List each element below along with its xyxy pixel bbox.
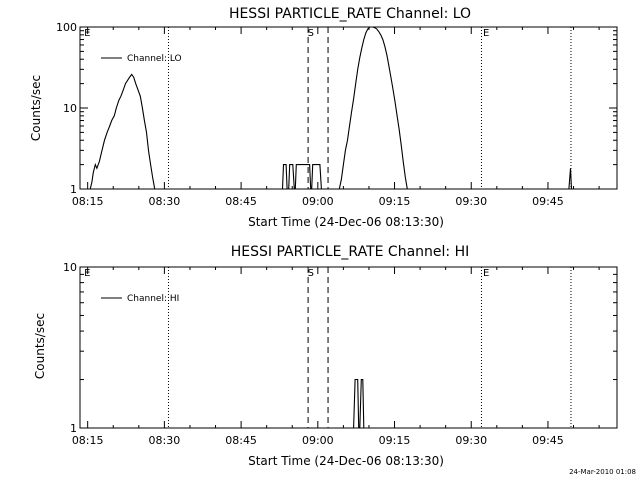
x-tick-label-hi: 08:15 (72, 434, 104, 447)
chart-title-lo: HESSI PARTICLE_RATE Channel: LO (229, 6, 471, 22)
legend-hi: Channel: HI (101, 294, 179, 304)
flag-e-hi: E (84, 268, 90, 279)
x-tick-label-lo: 09:45 (532, 195, 564, 208)
footer-timestamp: 24-Mar-2010 01:08 (569, 468, 636, 476)
flag-s-lo: S (308, 28, 314, 39)
series-line-lo-0 (89, 73, 156, 190)
x-tick-label-hi: 09:15 (379, 434, 411, 447)
y-tick-label-lo: 1 (70, 183, 77, 196)
y-tick-label-lo: 100 (56, 21, 77, 34)
x-tick-label-hi: 09:45 (532, 434, 564, 447)
y-axis-title-hi: Counts/sec (33, 313, 47, 379)
x-axis-title-lo: Start Time (24-Dec-06 08:13:30) (248, 215, 444, 229)
chart-title-hi: HESSI PARTICLE_RATE Channel: HI (231, 244, 469, 260)
x-tick-label-lo: 09:15 (379, 195, 411, 208)
x-tick-label-lo: 08:15 (72, 195, 104, 208)
x-tick-label-hi: 09:00 (302, 434, 334, 447)
y-axis-title-lo: Counts/sec (29, 75, 43, 141)
flag-e-lo: E (84, 28, 90, 39)
plot-frame-hi (79, 266, 618, 429)
x-tick-label-lo: 08:30 (149, 195, 181, 208)
y-tick-label-hi: 10 (63, 261, 77, 274)
x-tick-label-lo: 09:00 (302, 195, 334, 208)
series-line-lo-2 (338, 26, 408, 190)
x-tick-label-hi: 08:30 (149, 434, 181, 447)
legend-label-hi: Channel: HI (127, 294, 179, 304)
series-line-lo-1 (281, 164, 322, 190)
x-axis-title-hi: Start Time (24-Dec-06 08:13:30) (248, 454, 444, 468)
x-tick-label-hi: 08:45 (225, 434, 257, 447)
y-tick-label-lo: 10 (63, 102, 77, 115)
legend-lo: Channel: LO (101, 54, 182, 64)
plot-frame-lo (79, 26, 618, 190)
x-tick-label-lo: 09:30 (455, 195, 487, 208)
legend-label-lo: Channel: LO (127, 54, 182, 64)
panel-lo: HESSI PARTICLE_RATE Channel: LO Start Ti… (29, 6, 618, 229)
flag-s-hi: S (308, 268, 314, 279)
x-tick-label-hi: 09:30 (455, 434, 487, 447)
panel-hi: HESSI PARTICLE_RATE Channel: HI Start Ti… (33, 244, 618, 468)
flag-e-lo: E (483, 28, 489, 39)
flag-e-hi: E (483, 268, 489, 279)
y-tick-label-hi: 1 (70, 422, 77, 435)
series-line-hi-0 (353, 378, 365, 429)
x-tick-label-lo: 08:45 (225, 195, 257, 208)
series-line-lo-3 (568, 168, 573, 190)
